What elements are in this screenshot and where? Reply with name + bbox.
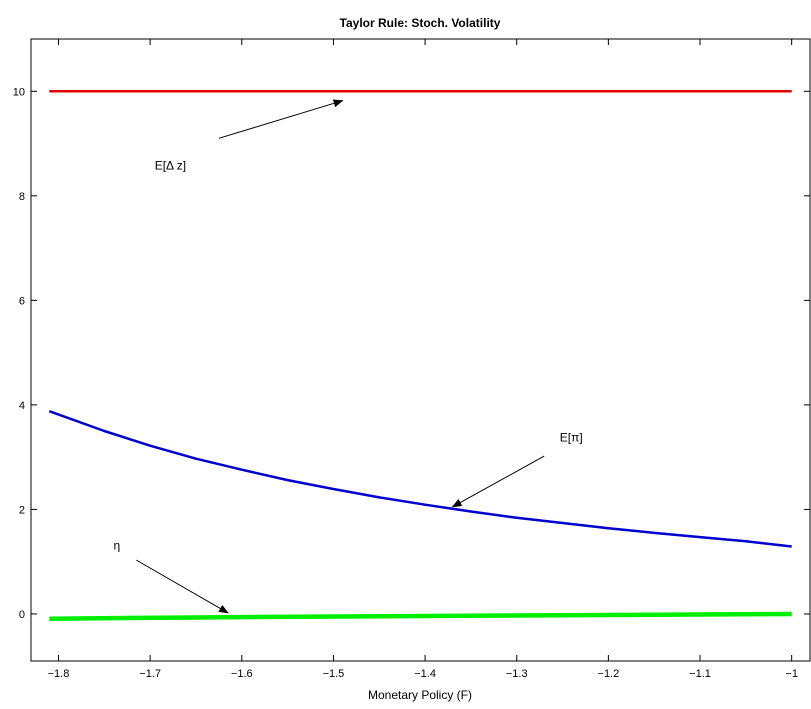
y-tick-label: 8: [19, 191, 25, 203]
x-tick-label: −1.2: [598, 668, 620, 680]
annotation-label-0: E[Δ z]: [155, 159, 186, 173]
annotation-label-1: E[π]: [560, 430, 583, 444]
plot-frame: [31, 39, 810, 661]
x-tick-label: −1.3: [506, 668, 528, 680]
annotation-layer: E[Δ z] E[π] η: [113, 101, 582, 613]
y-tick-label: 10: [13, 86, 25, 98]
ticks-layer: −1.8 −1.7 −1.6 −1.5 −1.4 −1.3 −1.2 −1.1 −1 0 2 4 6 8 1…: [13, 39, 810, 680]
annotation-arrow-0: [219, 101, 343, 139]
x-tick-label: −1.7: [139, 668, 161, 680]
annotation-label-2: η: [113, 539, 120, 553]
x-tick-label: −1.8: [48, 668, 70, 680]
annotation-arrow-2: [136, 560, 228, 613]
y-tick-label: 4: [19, 400, 25, 412]
series-line-1: [49, 411, 791, 546]
y-tick-label: 0: [19, 609, 25, 621]
y-tick-label: 2: [19, 504, 25, 516]
annotation-arrow-1: [453, 456, 545, 507]
chart-title: Taylor Rule: Stoch. Volatility: [340, 16, 501, 30]
x-tick-label: −1.6: [231, 668, 253, 680]
y-tick-label: 6: [19, 295, 25, 307]
x-axis-label: Monetary Policy (F): [368, 688, 472, 702]
x-tick-label: −1.1: [689, 668, 711, 680]
x-tick-label: −1.5: [323, 668, 345, 680]
series-line-2: [49, 614, 791, 619]
x-tick-label: −1: [785, 668, 798, 680]
x-tick-label: −1.4: [414, 668, 436, 680]
